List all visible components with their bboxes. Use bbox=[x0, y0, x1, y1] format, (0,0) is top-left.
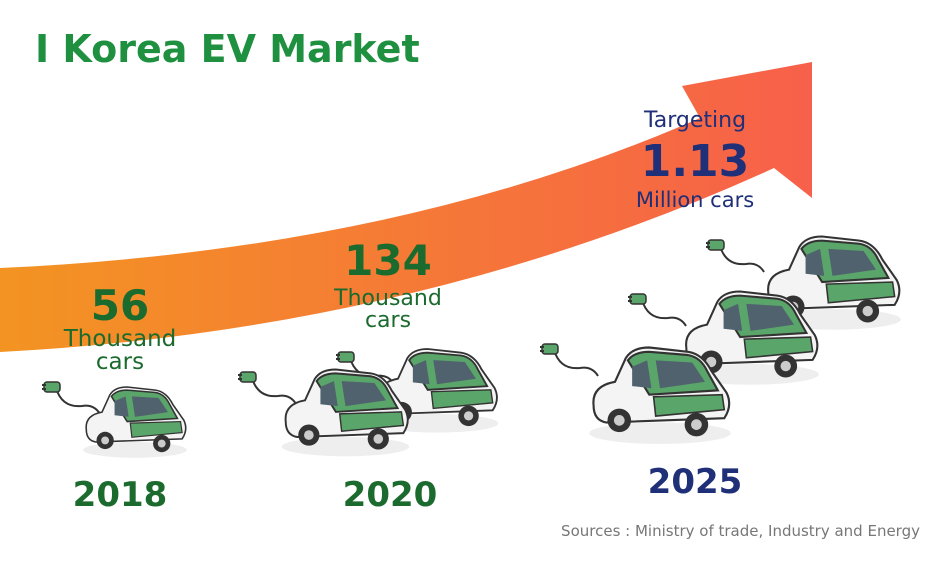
unit: Thousand cars bbox=[334, 286, 442, 333]
title: I Korea EV Market bbox=[35, 27, 420, 71]
value: 1.13 bbox=[640, 136, 750, 187]
source: Sources : Ministry of trade, Industry an… bbox=[561, 522, 920, 540]
value: 56 bbox=[90, 281, 150, 330]
prefix: Targeting bbox=[643, 108, 747, 133]
year: 2025 bbox=[647, 462, 743, 502]
year: 2018 bbox=[72, 475, 168, 515]
value: 134 bbox=[344, 236, 432, 285]
unit: Thousand cars bbox=[63, 326, 177, 375]
unit: Million cars bbox=[635, 188, 755, 212]
year: 2020 bbox=[342, 475, 438, 515]
